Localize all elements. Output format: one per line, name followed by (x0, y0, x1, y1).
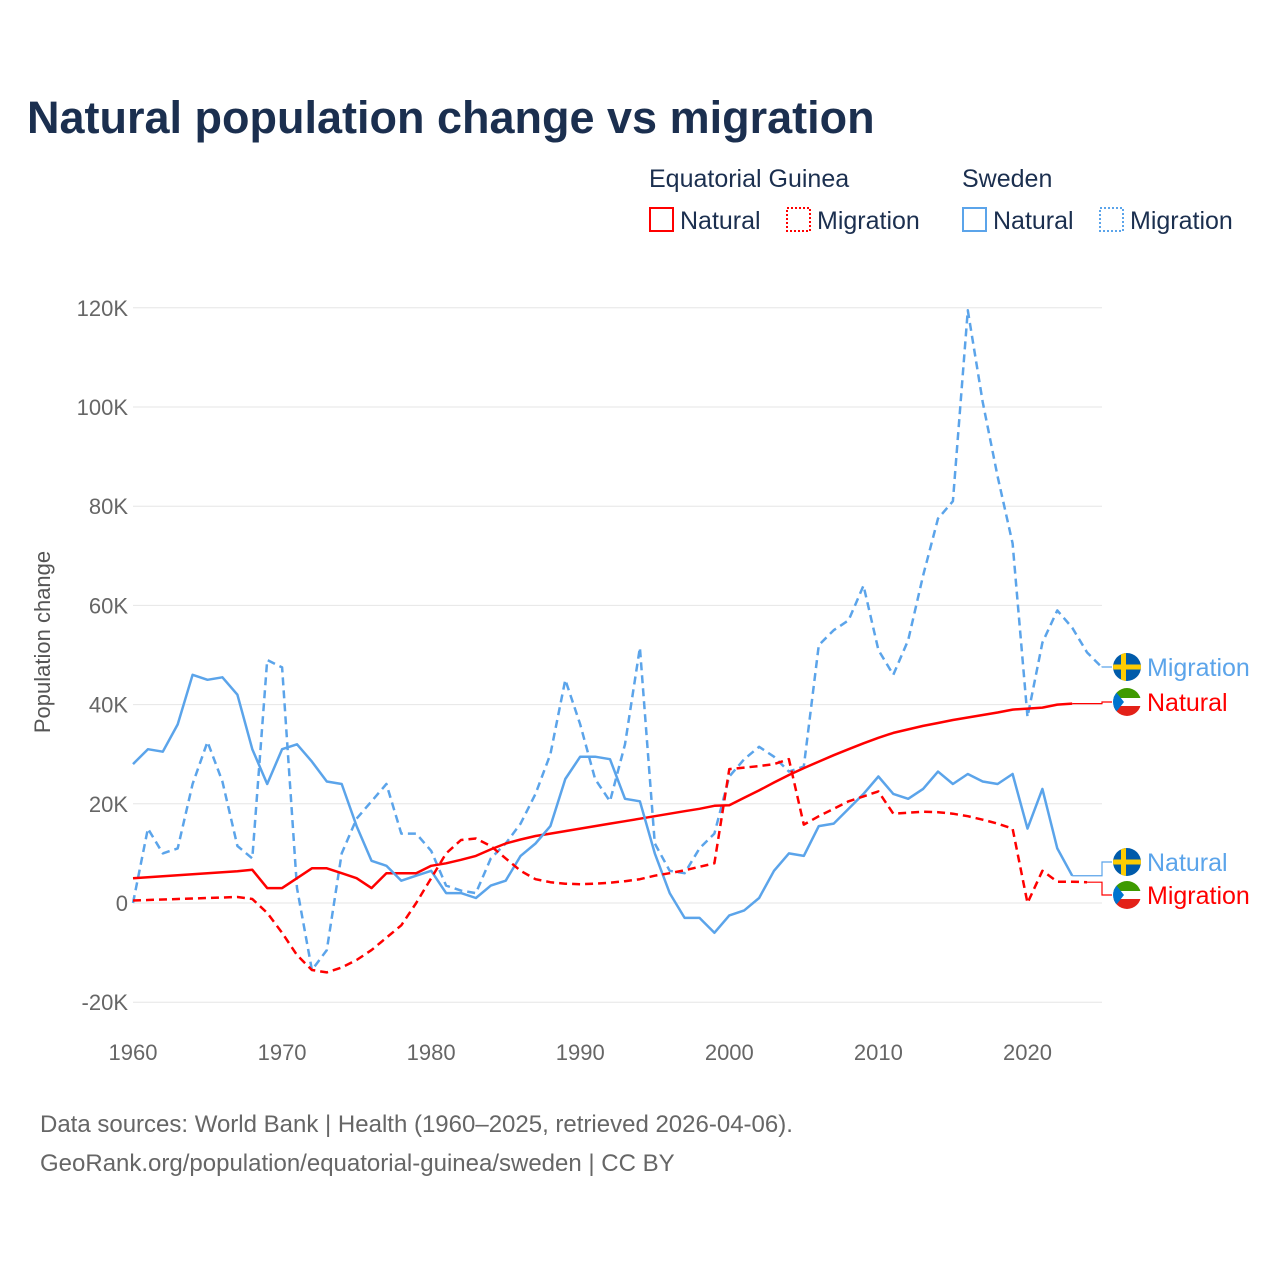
x-tick-label: 2000 (705, 1040, 754, 1065)
x-tick-label: 1990 (556, 1040, 605, 1065)
flag-body (1113, 881, 1141, 909)
end-label-sweden-migration: Migration (1147, 654, 1250, 682)
legend-label-se-natural[interactable]: Natural (993, 207, 1074, 235)
line-equatorial-guinea-migration (133, 759, 1087, 972)
x-tick-label: 2010 (854, 1040, 903, 1065)
gridlines (133, 308, 1102, 1002)
y-tick-label: 120K (77, 296, 129, 321)
line-equatorial-guinea-natural (133, 704, 1072, 889)
x-tick-label: 1970 (258, 1040, 307, 1065)
end-label-sweden-natural: Natural (1147, 849, 1228, 877)
legend-swatch-se-natural (963, 208, 986, 231)
series-lines (133, 310, 1112, 972)
flag-cross-v (1121, 653, 1126, 681)
flag-cross-v (1121, 848, 1126, 876)
y-tick-label: 80K (89, 494, 128, 519)
y-tick-label: 100K (77, 395, 129, 420)
flag-body (1113, 848, 1141, 876)
flag-body (1113, 688, 1141, 716)
legend-group-title-equatorial-guinea: Equatorial Guinea (649, 165, 849, 193)
flag-cross-h (1113, 860, 1141, 865)
x-tick-label: 1980 (407, 1040, 456, 1065)
x-axis-ticks: 1960 1970 1980 1990 2000 2010 2020 (109, 1040, 1052, 1065)
legend-label-eg-natural[interactable]: Natural (680, 207, 761, 235)
flag-cross-h (1113, 665, 1141, 670)
flag-body (1113, 653, 1141, 681)
x-tick-label: 2020 (1003, 1040, 1052, 1065)
end-label-equatorial-guinea-migration: Migration (1147, 882, 1250, 910)
y-tick-label: 60K (89, 593, 128, 618)
x-tick-label: 1960 (109, 1040, 158, 1065)
flag-icon-sweden (1113, 848, 1141, 876)
connector-equatorial-guinea-migration (1087, 882, 1112, 895)
chart-title: Natural population change vs migration (27, 92, 875, 143)
legend: Equatorial Guinea Sweden Natural Migrati… (649, 165, 1233, 235)
line-sweden-migration (133, 310, 1102, 970)
y-tick-label: 40K (89, 693, 128, 718)
y-tick-label: 0 (116, 891, 128, 916)
legend-swatch-eg-natural (650, 208, 673, 231)
connector-equatorial-guinea-natural (1072, 702, 1112, 704)
flag-icon-equatorial-guinea (1113, 688, 1141, 716)
flag-icon-equatorial-guinea (1113, 881, 1141, 909)
connector-sweden-natural (1072, 862, 1112, 876)
y-axis-ticks: -20K 0 20K 40K 60K 80K 100K 120K (77, 296, 129, 1015)
footer-source: Data sources: World Bank | Health (1960–… (40, 1111, 793, 1138)
footer-url[interactable]: GeoRank.org/population/equatorial-guinea… (40, 1150, 675, 1177)
legend-label-eg-migration[interactable]: Migration (817, 207, 920, 235)
y-tick-label: 20K (89, 792, 128, 817)
end-labels: Migration Natural Natural Migration (1113, 653, 1250, 910)
legend-swatch-se-migration (1100, 208, 1123, 231)
end-label-equatorial-guinea-natural: Natural (1147, 689, 1228, 717)
y-tick-label: -20K (82, 990, 129, 1015)
legend-group-title-sweden: Sweden (962, 165, 1052, 193)
legend-swatch-eg-migration (787, 208, 810, 231)
y-axis-label: Population change (30, 551, 55, 733)
flag-icon-sweden (1113, 653, 1141, 681)
legend-label-se-migration[interactable]: Migration (1130, 207, 1233, 235)
